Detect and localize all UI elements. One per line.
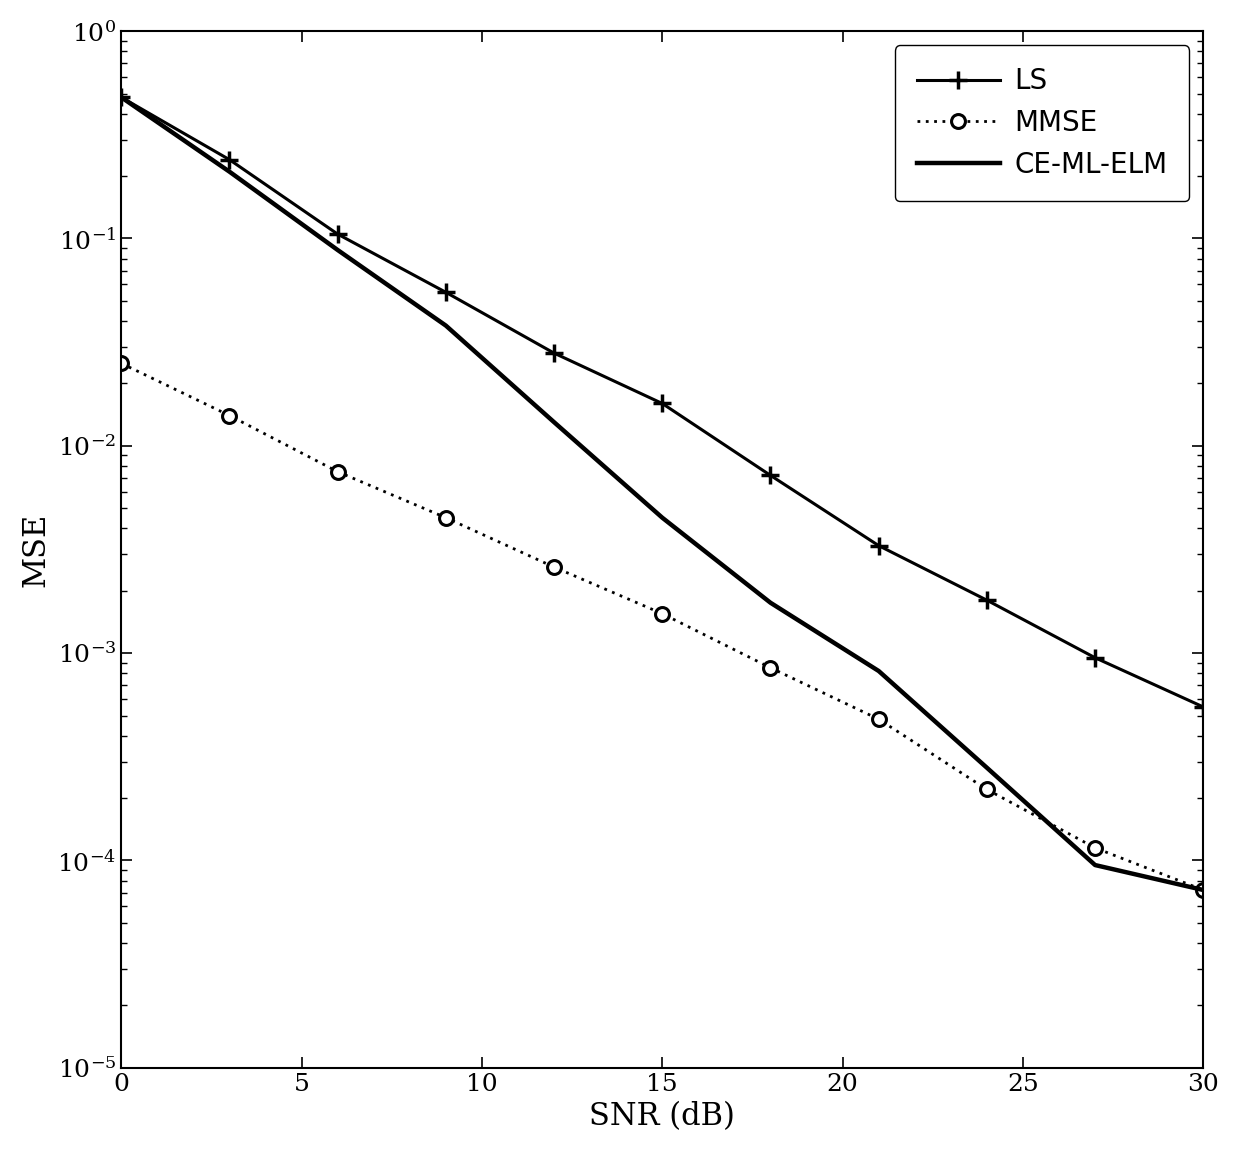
MMSE (1195, 883, 1210, 897)
LS (114, 90, 129, 104)
CE-ML-ELM (114, 90, 129, 104)
LS (872, 538, 887, 552)
Legend: LS, MMSE, CE-ML-ELM: LS, MMSE, CE-ML-ELM (894, 45, 1189, 202)
Line: MMSE: MMSE (114, 356, 1210, 897)
CE-ML-ELM (547, 415, 562, 429)
MMSE (763, 661, 777, 675)
MMSE (980, 783, 994, 797)
LS (980, 594, 994, 608)
LS (1195, 700, 1210, 714)
MMSE (439, 511, 454, 525)
CE-ML-ELM (872, 664, 887, 678)
Y-axis label: MSE: MSE (21, 512, 52, 587)
Line: LS: LS (113, 89, 1213, 716)
LS (439, 286, 454, 300)
X-axis label: SNR (dB): SNR (dB) (589, 1101, 735, 1132)
CE-ML-ELM (763, 596, 777, 610)
CE-ML-ELM (655, 511, 670, 525)
LS (1087, 650, 1102, 664)
CE-ML-ELM (1087, 858, 1102, 872)
MMSE (547, 560, 562, 574)
CE-ML-ELM (439, 318, 454, 332)
MMSE (330, 465, 345, 478)
LS (655, 397, 670, 410)
CE-ML-ELM (222, 165, 237, 179)
MMSE (1087, 841, 1102, 854)
LS (763, 468, 777, 482)
MMSE (114, 356, 129, 370)
MMSE (872, 713, 887, 726)
LS (330, 227, 345, 241)
MMSE (655, 606, 670, 620)
MMSE (222, 408, 237, 422)
LS (547, 346, 562, 360)
CE-ML-ELM (330, 243, 345, 257)
Line: CE-ML-ELM: CE-ML-ELM (122, 97, 1203, 890)
LS (222, 152, 237, 166)
CE-ML-ELM (980, 761, 994, 775)
CE-ML-ELM (1195, 883, 1210, 897)
